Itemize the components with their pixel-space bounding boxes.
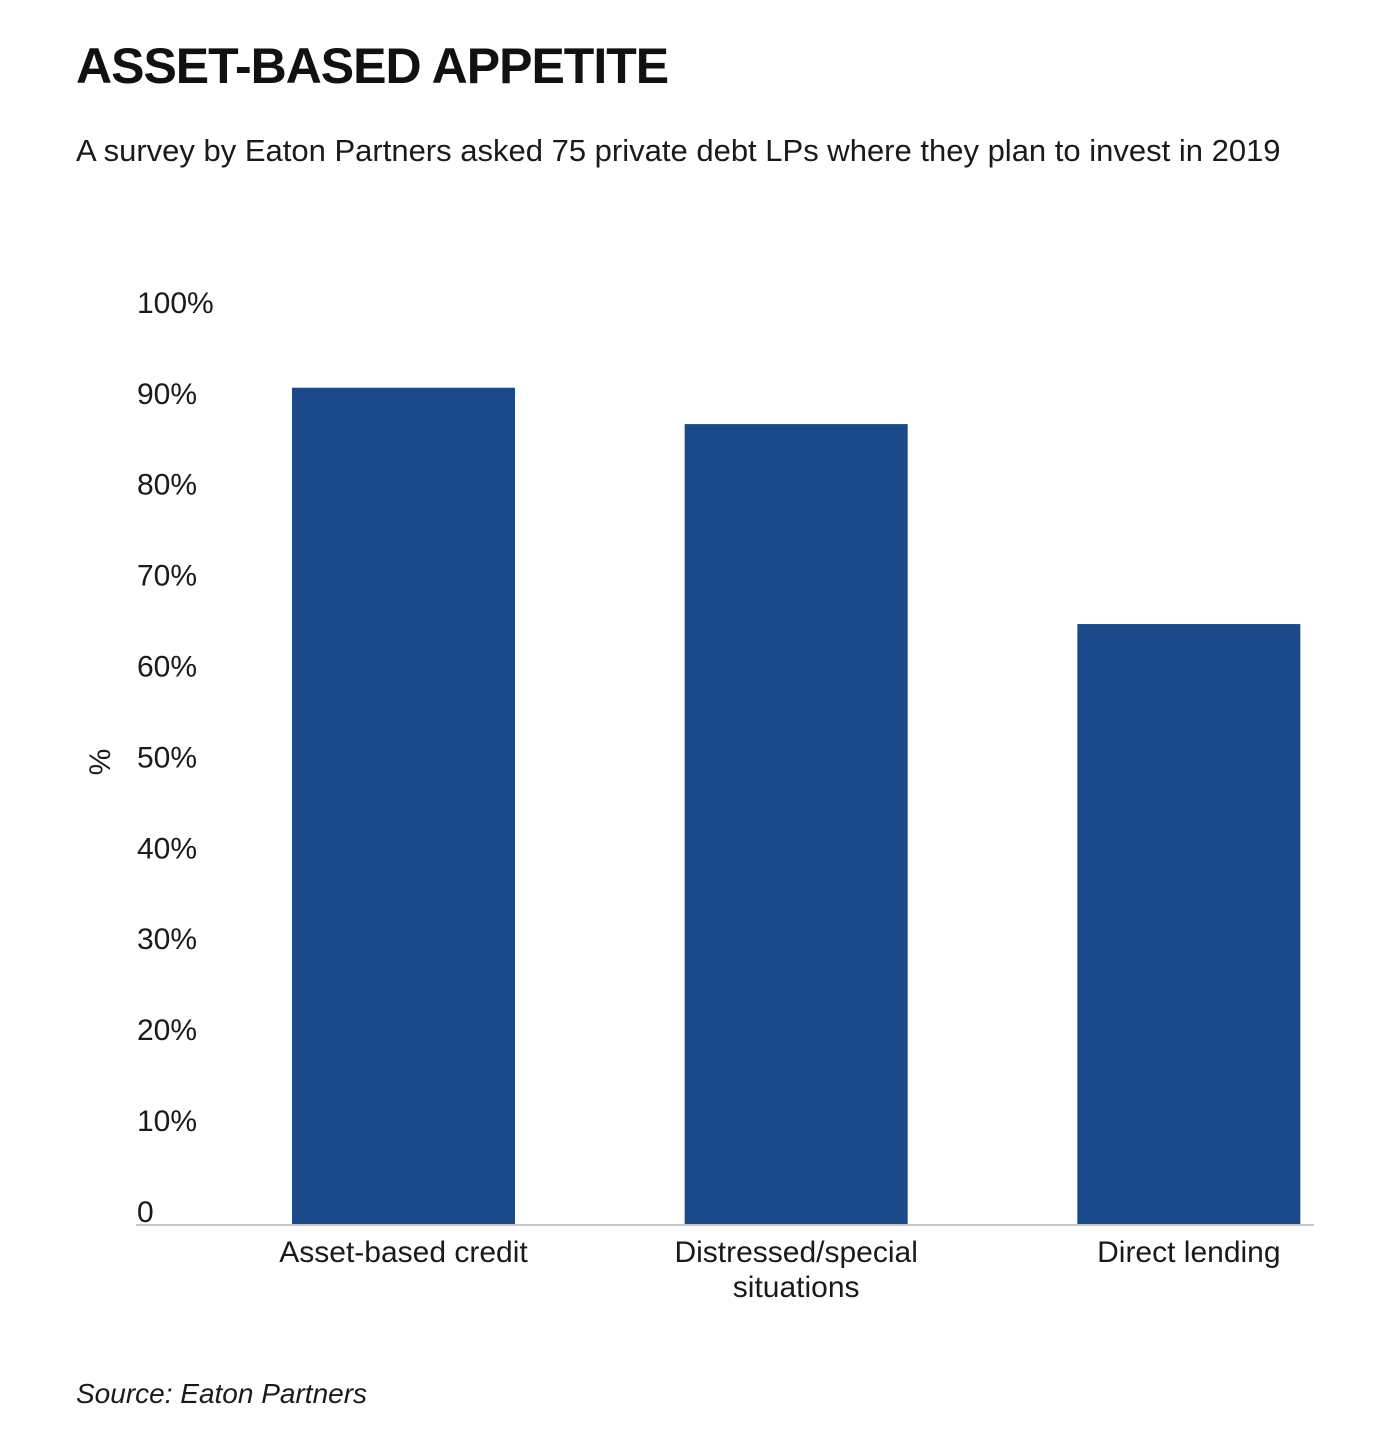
source-note: Source: Eaton Partners (76, 1378, 368, 1409)
y-tick-label: 90% (137, 378, 197, 411)
y-tick-label: 0 (137, 1196, 154, 1229)
y-tick-label: 50% (137, 741, 197, 774)
y-tick-label: 80% (137, 469, 197, 502)
x-category-label: Distressed/special (674, 1236, 917, 1269)
chart-title: ASSET-BASED APPETITE (76, 38, 669, 94)
y-tick-label: 20% (137, 1014, 197, 1047)
y-tick-label: 100% (137, 287, 214, 320)
bar (1077, 624, 1301, 1224)
y-axis-label: % (84, 749, 117, 776)
y-tick-label: 70% (137, 560, 197, 593)
x-category-label: Direct lending (1097, 1236, 1280, 1269)
x-category-label: Asset-based credit (279, 1236, 528, 1269)
y-tick-label: 10% (137, 1105, 197, 1138)
bar (292, 387, 515, 1225)
bar (684, 424, 908, 1225)
x-category-label: situations (733, 1271, 860, 1304)
y-tick-label: 60% (137, 651, 197, 684)
y-tick-label: 30% (137, 923, 197, 956)
y-axis-ticks: 0 10% 20% 30% 40% 50% 60% 70% 80% 90% 100% (137, 287, 214, 1229)
y-tick-label: 40% (137, 832, 197, 865)
bars (292, 387, 1301, 1225)
chart-subtitle: A survey by Eaton Partners asked 75 priv… (76, 133, 1281, 168)
x-axis-labels: Asset-based credit Distressed/specialsitu… (279, 1236, 1280, 1304)
